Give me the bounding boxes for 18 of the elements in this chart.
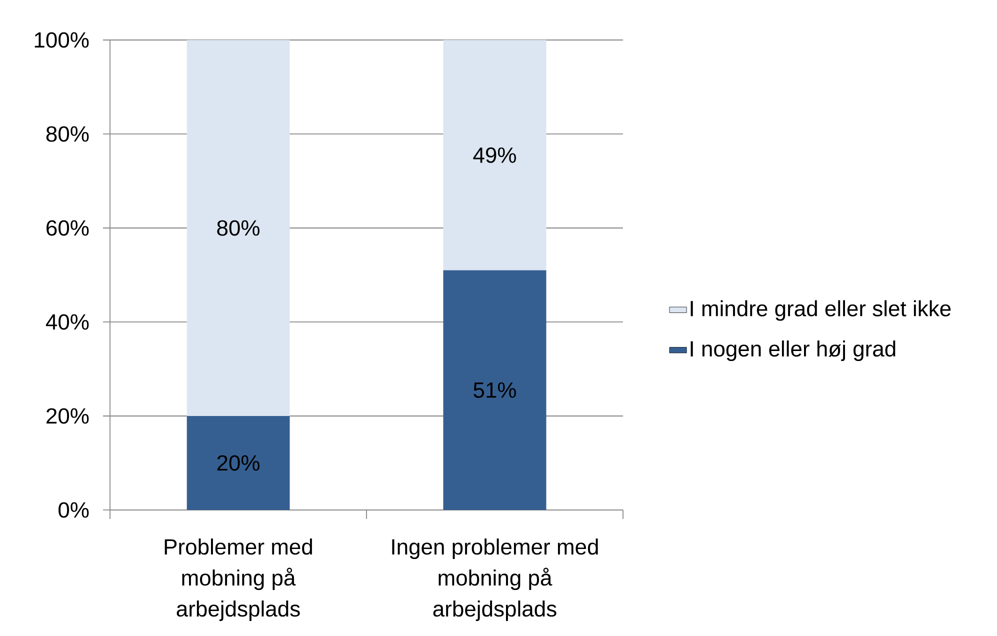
data-label: 80% bbox=[217, 220, 260, 236]
data-label: 51% bbox=[474, 382, 516, 398]
y-tick-label: 40% bbox=[46, 314, 89, 330]
y-tick-label: 20% bbox=[46, 408, 89, 424]
y-tick-label: 100% bbox=[34, 32, 89, 48]
legend-label: I nogen eller høj grad bbox=[690, 340, 896, 361]
y-tick-label: 80% bbox=[46, 126, 89, 142]
data-label: 20% bbox=[217, 455, 260, 471]
y-tick-label: 60% bbox=[46, 220, 89, 236]
data-label: 49% bbox=[473, 147, 516, 163]
bar bbox=[443, 270, 546, 510]
x-tick-label: Problemer med mobning på arbejdsplads bbox=[164, 538, 312, 622]
bar bbox=[186, 40, 290, 416]
bar bbox=[186, 416, 290, 510]
y-tick-label: 0% bbox=[58, 502, 89, 518]
x-tick-label: Ingen problemer med mobning på arbejdsplads bbox=[392, 538, 598, 622]
legend-label: I mindre grad eller slet ikke bbox=[690, 300, 951, 321]
bar bbox=[443, 40, 546, 270]
